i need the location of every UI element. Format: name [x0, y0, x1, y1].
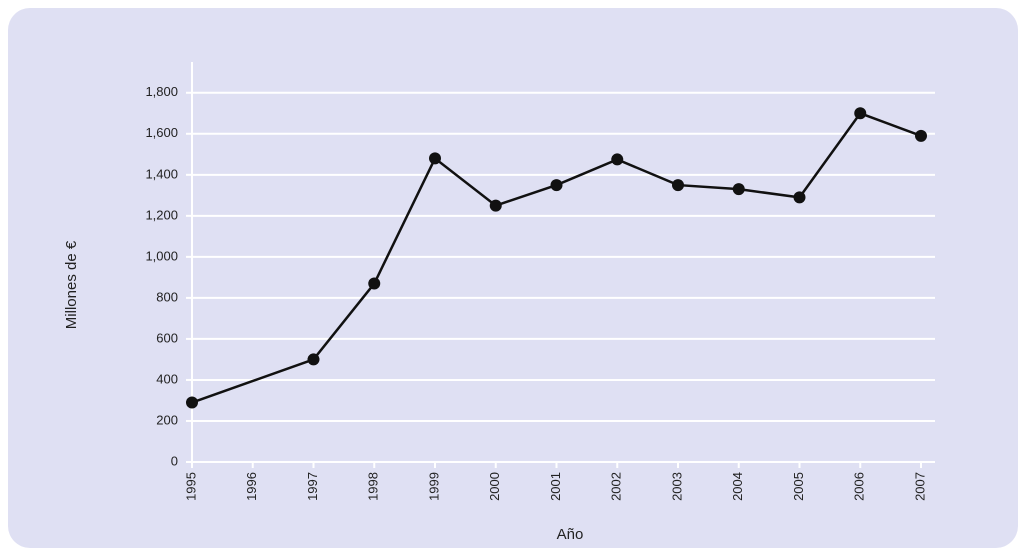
- line: [191, 111, 922, 404]
- point: [550, 179, 563, 192]
- point: [307, 353, 320, 366]
- y-tick-label: 400: [156, 371, 178, 386]
- y-tick-label: 800: [156, 289, 178, 304]
- y-tick-label: 1,600: [145, 125, 178, 140]
- y-tick-label: 1,400: [145, 166, 178, 181]
- x-tick-label: 1998: [366, 472, 381, 501]
- x-tick-label: 2004: [730, 472, 745, 501]
- x-tick-label: 2001: [548, 472, 563, 501]
- x-tick-label: 1995: [183, 472, 198, 501]
- y-axis-label: Millones de €: [63, 240, 80, 329]
- x-tick-label: 2000: [487, 472, 502, 501]
- x-axis-label: Año: [557, 526, 584, 543]
- y-tick-label: 600: [156, 330, 178, 345]
- point: [793, 191, 806, 204]
- x-tick-label: 2002: [609, 472, 624, 501]
- point: [429, 152, 441, 165]
- y-tick-label: 0: [171, 453, 178, 468]
- x-tick-label: 1997: [305, 472, 320, 501]
- y-tick-label: 1,800: [145, 84, 178, 99]
- y-tick-label: 1,200: [145, 207, 178, 222]
- x-tick-label: 1996: [244, 472, 259, 501]
- point: [368, 277, 381, 290]
- point: [915, 129, 927, 142]
- y-tick-label: 200: [156, 412, 178, 427]
- panel: [8, 8, 1018, 548]
- point: [732, 183, 745, 196]
- point: [186, 396, 198, 409]
- x-tick-label: 2007: [912, 472, 927, 501]
- x-tick-label: 2006: [852, 472, 867, 501]
- x-tick-label: 2005: [791, 472, 806, 501]
- y-tick-label: 1,000: [145, 248, 178, 263]
- x-tick-label: 2003: [669, 472, 684, 501]
- point: [489, 199, 502, 212]
- point: [672, 179, 684, 192]
- point: [854, 107, 867, 120]
- point: [611, 153, 624, 166]
- x-tick-label: 1999: [426, 472, 441, 501]
